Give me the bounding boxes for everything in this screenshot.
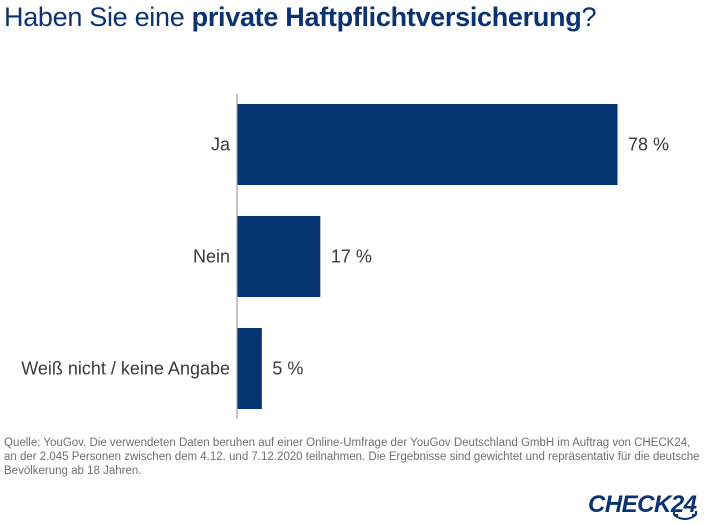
value-label-1: 17 %: [331, 247, 372, 267]
bar-0: [237, 104, 618, 185]
logo-text: CHECK24: [588, 491, 697, 518]
smile-arrow-icon: [673, 511, 697, 520]
value-label-2: 5 %: [272, 359, 303, 379]
title-suffix: ?: [581, 2, 597, 32]
category-label-0: Ja: [211, 135, 231, 155]
bar-1: [237, 216, 321, 297]
category-label-1: Nein: [193, 247, 230, 267]
value-label-0: 78 %: [628, 135, 669, 155]
bar-2: [237, 328, 262, 409]
bar-chart: Ja 78 % Nein 17 % Weiß nicht / keine Angabe 5…: [21, 94, 669, 419]
chart-title: Haben Sie eine private Haftpflichtversic…: [4, 2, 596, 33]
title-prefix: Haben Sie eine: [4, 2, 192, 32]
title-bold: private Haftpflichtversicherung: [191, 2, 582, 32]
category-label-2: Weiß nicht / keine Angabe: [21, 359, 230, 379]
source-note: Quelle: YouGov. Die verwendeten Daten be…: [4, 437, 700, 477]
check24-logo: CHECK24: [588, 491, 697, 520]
bars-group: Ja 78 % Nein 17 % Weiß nicht / keine Angabe 5…: [21, 104, 669, 409]
